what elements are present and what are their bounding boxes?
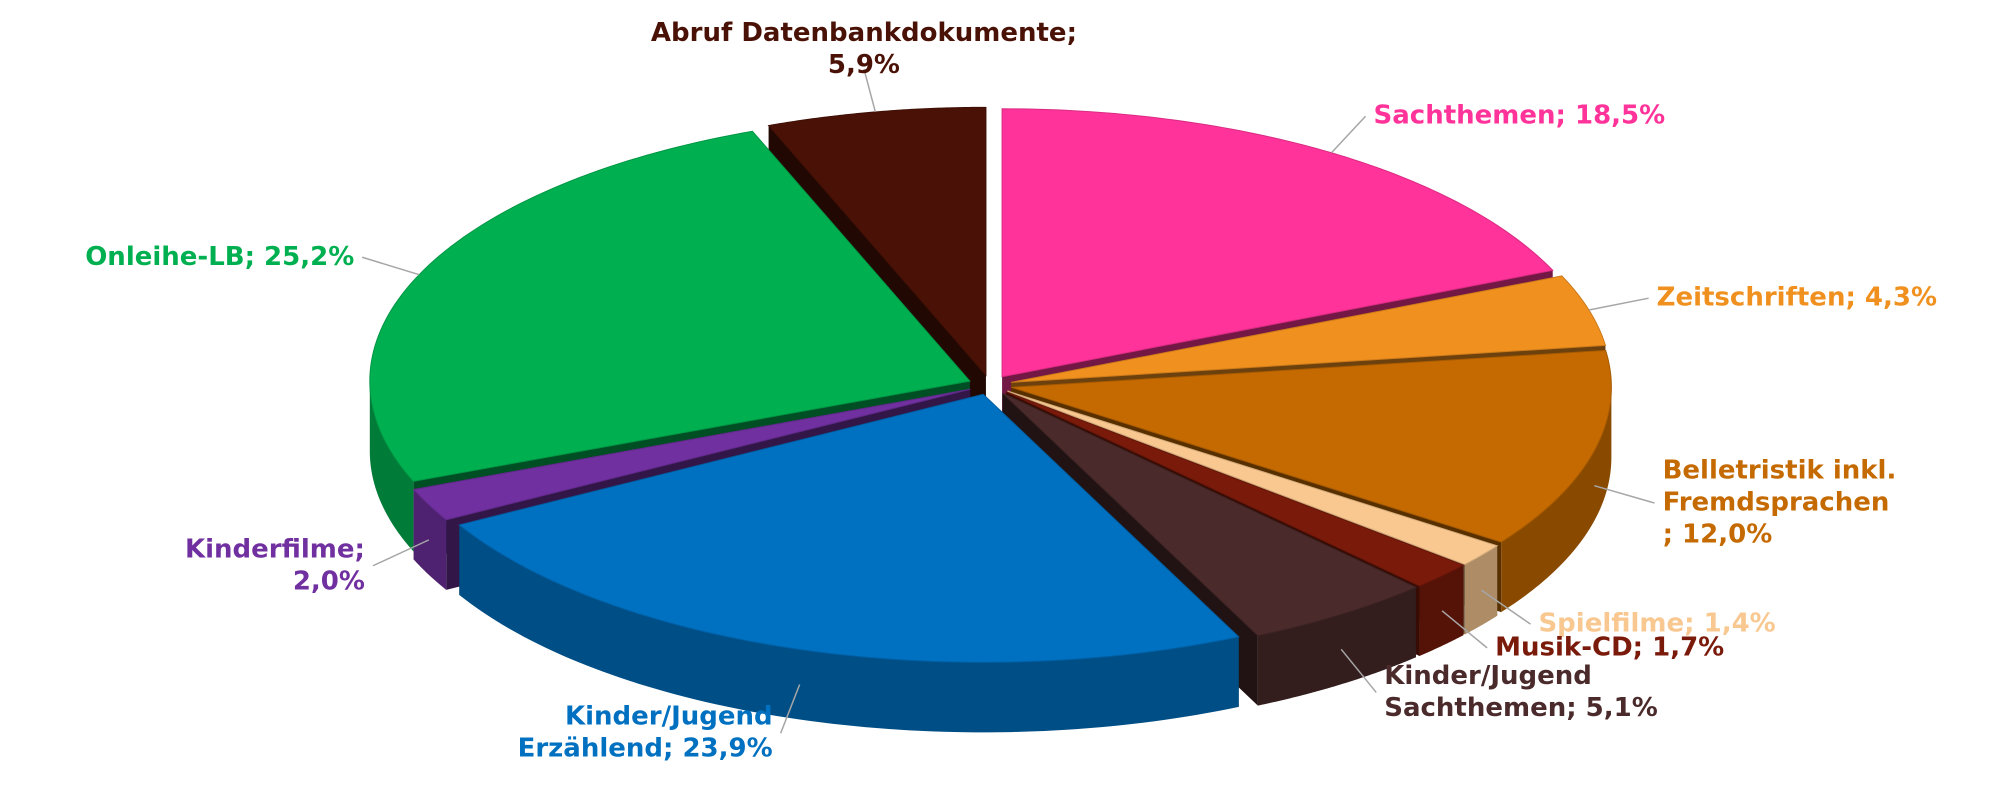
data-label: Abruf Datenbankdokumente; (651, 18, 1077, 48)
leader-line (1594, 484, 1655, 504)
slice (458, 393, 1240, 733)
leader-line (1588, 297, 1649, 311)
slice-side (1419, 565, 1464, 656)
slice-top (1007, 390, 1499, 565)
data-label: 2,0% (293, 566, 365, 596)
data-label: Belletristik inkl. (1663, 456, 1897, 486)
data-label: Spielfilme; 1,4% (1538, 609, 1775, 639)
data-label: Zeitschriften; 4,3% (1657, 283, 1937, 313)
leader-line (362, 256, 420, 276)
leader-line (1441, 610, 1488, 649)
slice-top (1011, 275, 1607, 383)
slice-top (458, 393, 1240, 663)
slice-top (1001, 108, 1554, 378)
data-label: Sachthemen; 5,1% (1384, 693, 1658, 723)
slice-top (1011, 349, 1612, 543)
slice-side (413, 489, 447, 590)
leader-line (779, 684, 801, 734)
data-label: Onleihe-LB; 25,2% (85, 242, 354, 272)
data-label: Kinder/Jugend (1384, 661, 1592, 691)
leader-line (372, 539, 430, 567)
slice-top (1002, 392, 1418, 637)
slice-top (369, 130, 971, 482)
slice-top (412, 388, 971, 521)
slice-side (1464, 545, 1498, 635)
data-label: ; 12,0% (1663, 520, 1773, 550)
data-label: Sachthemen; 18,5% (1374, 101, 1666, 131)
data-label: Musik-CD; 1,7% (1495, 632, 1724, 662)
leader-line (1330, 115, 1367, 154)
slice-side (369, 381, 414, 552)
data-label: Kinderfilme; (185, 534, 365, 564)
slice-side (1257, 587, 1416, 706)
leader-line (863, 68, 877, 113)
leader-line (1481, 589, 1531, 625)
data-label: Kinder/Jugend (565, 702, 773, 732)
data-label: Erzählend; 23,9% (518, 734, 773, 764)
slice-top (1005, 391, 1465, 587)
slice-side (459, 524, 1239, 733)
data-label: 5,9% (828, 50, 900, 80)
leader-line (1340, 648, 1377, 693)
data-label: Fremdsprachen (1663, 488, 1890, 518)
